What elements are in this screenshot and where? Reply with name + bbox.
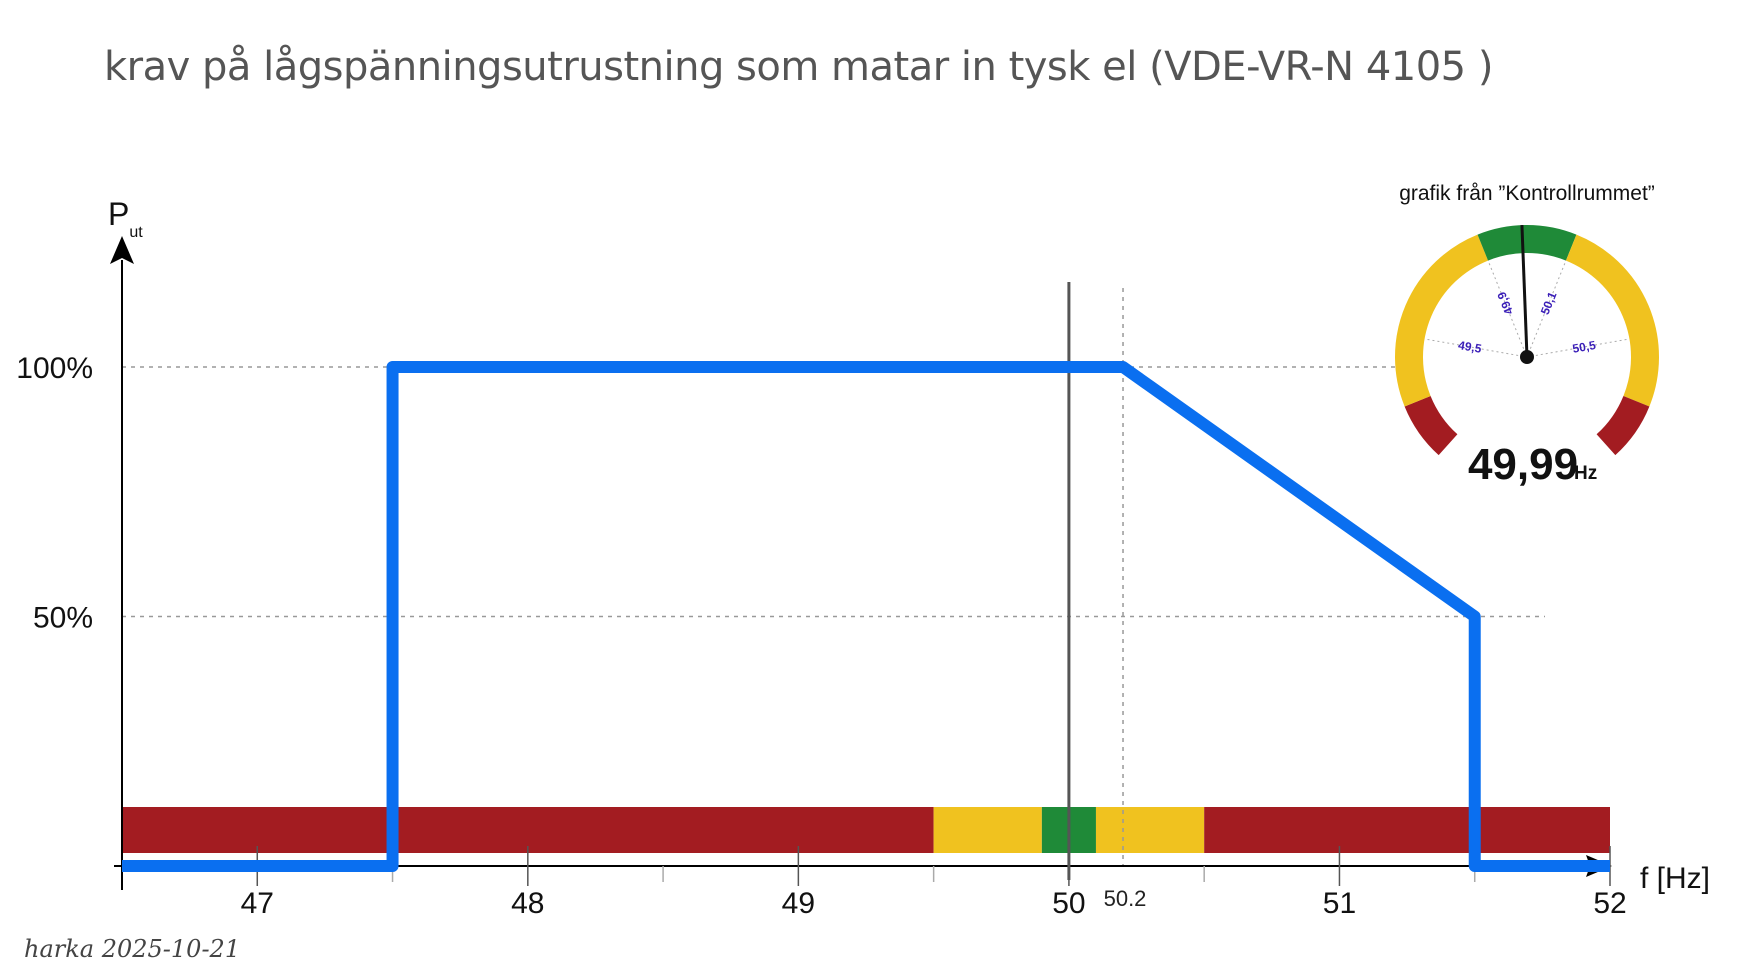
gauge-arc-segment-1 <box>1395 234 1489 407</box>
gauge-arc-segment-0 <box>1404 395 1458 456</box>
x-tick-label-50: 50 <box>1052 887 1085 920</box>
band-red-4 <box>1204 807 1610 853</box>
gauge-tick-line-49,9 <box>1487 260 1526 354</box>
gauge-caption: grafik från ”Kontrollrummet” <box>1399 182 1655 205</box>
gauge-tick-label-50,1: 50,1 <box>1538 289 1560 316</box>
gauge-arc-segment-4 <box>1596 395 1650 456</box>
gauge-tick-line-49,5 <box>1424 338 1524 357</box>
frequency-bands <box>122 807 1610 853</box>
x-tick-label-49: 49 <box>782 887 815 920</box>
gauge-needle <box>1520 225 1529 358</box>
gauge-hub <box>1520 350 1534 364</box>
frequency-gauge: 49,5 49,9 50,1 50,5 grafik från ”Kontrollrum… <box>1395 182 1659 489</box>
y-axis-arrow-icon <box>110 236 134 264</box>
gauge-tick-line-50,1 <box>1528 260 1567 354</box>
y-axis-label: Put <box>108 196 143 241</box>
footer-credit: harka 2025-10-21 <box>24 935 241 963</box>
band-yellow-3 <box>1095 807 1205 853</box>
band-yellow-1 <box>933 807 1042 853</box>
gauge-tick-label-50,5: 50,5 <box>1571 338 1597 356</box>
x-tick-label-48: 48 <box>511 887 544 920</box>
gauge-value: 49,99 <box>1468 440 1578 489</box>
x-tick-label-51: 51 <box>1323 887 1356 920</box>
x-tick-label-50-2: 50.2 <box>1104 886 1147 911</box>
ticks: 47 48 49 50 51 52 50.2 50% 100% <box>16 352 1626 920</box>
x-tick-label-52: 52 <box>1593 887 1626 920</box>
x-tick-label-47: 47 <box>241 887 274 920</box>
series-line-0 <box>122 361 1610 872</box>
series <box>122 361 1610 872</box>
gauge-tick-line-50,5 <box>1530 338 1630 357</box>
gauge-tick-label-49,9: 49,9 <box>1494 289 1516 316</box>
y-tick-label-100: 100% <box>16 352 93 385</box>
gauge-unit: Hz <box>1574 463 1597 484</box>
y-tick-label-50: 50% <box>33 602 93 635</box>
gauge-arc-segment-2 <box>1477 225 1577 261</box>
gauge-tick-label-49,5: 49,5 <box>1457 338 1483 356</box>
grid-lines <box>122 288 1545 866</box>
band-red-0 <box>122 807 934 853</box>
chart-title: krav på lågspänningsutrustning som matar… <box>104 44 1493 90</box>
gauge-arc-segment-3 <box>1565 234 1659 407</box>
x-axis-label: f [Hz] <box>1640 862 1710 895</box>
